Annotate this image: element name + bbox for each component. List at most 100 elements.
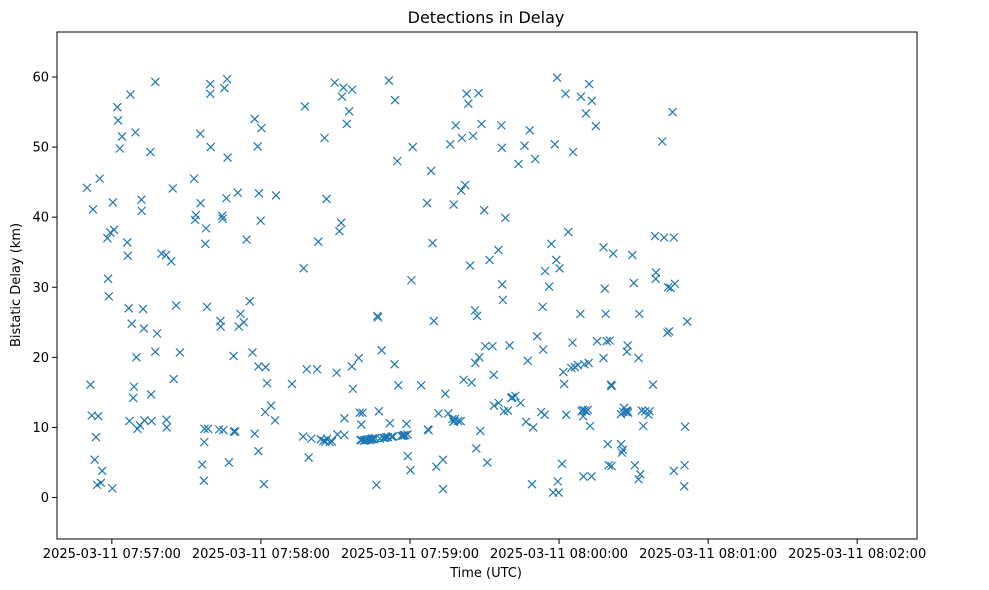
data-point	[161, 250, 171, 260]
data-point	[365, 434, 375, 444]
y-tick-label: 10	[32, 421, 49, 436]
data-point	[472, 311, 482, 321]
data-point	[663, 282, 673, 292]
data-point	[578, 472, 588, 481]
data-point	[313, 237, 323, 247]
data-point	[302, 364, 312, 374]
data-point	[139, 415, 149, 425]
data-point	[197, 460, 207, 469]
data-point	[199, 437, 209, 447]
data-point	[605, 336, 615, 345]
data-point	[202, 302, 212, 312]
data-point	[112, 102, 122, 112]
data-point	[128, 393, 138, 403]
data-point	[514, 159, 523, 169]
data-point	[443, 408, 453, 418]
data-point	[126, 90, 135, 99]
data-point	[403, 429, 412, 439]
data-point	[206, 142, 216, 152]
data-point	[168, 184, 178, 193]
data-point	[203, 424, 213, 434]
data-point	[527, 479, 537, 489]
data-point	[580, 406, 590, 416]
data-point	[462, 89, 472, 99]
data-point	[618, 445, 628, 455]
data-point	[568, 147, 578, 157]
data-point	[440, 389, 450, 399]
data-point	[201, 223, 211, 233]
data-point	[637, 406, 647, 416]
y-tick-label: 40	[32, 211, 49, 226]
data-markers	[82, 73, 692, 498]
data-point	[645, 406, 654, 416]
data-point	[617, 448, 627, 458]
data-point	[385, 418, 395, 428]
data-point	[356, 420, 366, 430]
y-tick-label: 0	[41, 491, 49, 506]
data-point	[339, 413, 349, 423]
data-point	[468, 131, 478, 141]
data-point	[623, 340, 633, 350]
data-point	[445, 139, 455, 149]
data-point	[97, 466, 107, 476]
data-point	[498, 295, 508, 305]
data-point	[384, 76, 394, 85]
data-point	[630, 460, 640, 470]
data-point	[248, 347, 257, 357]
data-point	[95, 174, 105, 184]
data-point	[459, 375, 469, 385]
data-point	[256, 216, 266, 226]
data-point	[604, 460, 614, 470]
data-point	[456, 186, 466, 195]
data-point	[123, 251, 133, 261]
data-point	[623, 408, 633, 418]
data-point	[348, 384, 358, 394]
data-point	[599, 353, 608, 363]
data-point	[635, 469, 645, 479]
data-point	[489, 370, 499, 380]
data-point	[250, 429, 260, 439]
x-axis-title: Time (UTC)	[449, 566, 522, 581]
data-point	[91, 432, 101, 442]
data-point	[219, 83, 229, 93]
data-point	[354, 353, 364, 363]
data-point	[544, 282, 554, 291]
data-point	[162, 422, 172, 432]
data-point	[254, 188, 264, 198]
data-point	[104, 291, 114, 301]
data-point	[682, 317, 692, 327]
data-point	[648, 380, 658, 390]
data-point	[147, 416, 157, 426]
data-point	[532, 331, 542, 341]
data-point	[416, 380, 426, 390]
data-point	[516, 398, 525, 408]
data-point	[107, 483, 117, 493]
data-point	[477, 119, 486, 129]
data-point	[380, 433, 390, 443]
data-point	[254, 446, 263, 456]
data-point	[474, 352, 484, 362]
data-point	[575, 309, 585, 319]
data-point	[93, 411, 103, 421]
data-point	[105, 228, 115, 238]
data-point	[449, 200, 459, 209]
data-point	[124, 303, 134, 313]
data-point	[634, 309, 644, 319]
data-point	[627, 250, 637, 260]
data-point	[557, 459, 567, 469]
data-point	[456, 416, 466, 426]
data-point	[218, 214, 228, 224]
data-point	[607, 461, 616, 471]
data-point	[271, 191, 281, 200]
data-point	[195, 129, 205, 139]
data-point	[538, 302, 548, 312]
data-point	[339, 430, 349, 440]
data-point	[449, 416, 459, 426]
data-point	[540, 410, 550, 420]
data-point	[629, 278, 639, 288]
data-point	[88, 205, 98, 214]
data-point	[304, 453, 314, 462]
data-point	[330, 78, 340, 88]
data-point	[200, 239, 210, 249]
data-point	[480, 341, 490, 351]
